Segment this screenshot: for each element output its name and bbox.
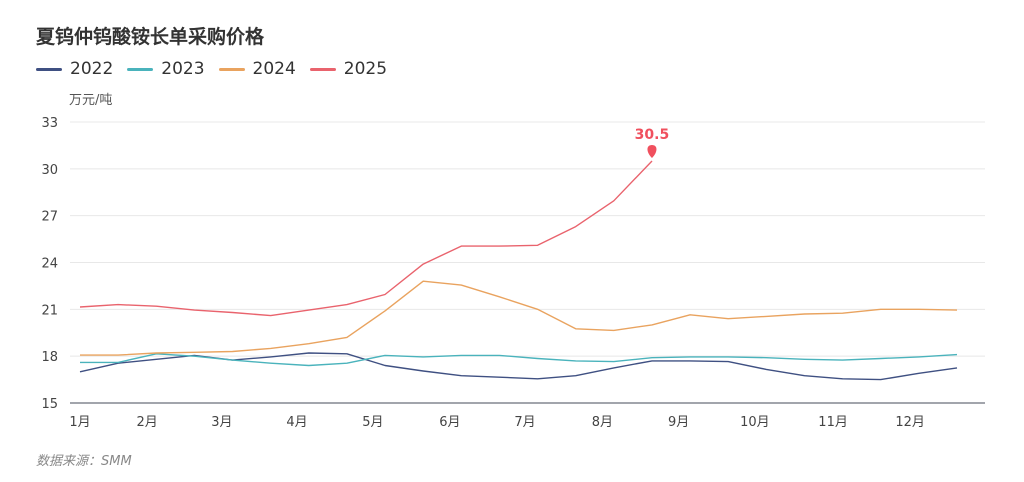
data-source: 数据来源：SMM: [36, 454, 132, 469]
series-line-2025: [79, 160, 653, 317]
legend-item-2023[interactable]: 2023: [127, 59, 205, 79]
x-tick-label: 6月: [439, 415, 460, 430]
y-tick-label: 30: [41, 163, 58, 178]
x-tick-label: 3月: [211, 415, 232, 430]
legend-label: 2022: [70, 59, 114, 79]
x-tick-label: 9月: [668, 415, 689, 430]
chart-title: 夏钨仲钨酸铵长单采购价格: [36, 26, 265, 48]
y-tick-label: 18: [41, 350, 58, 365]
y-tick-label: 24: [41, 257, 58, 272]
series-line-2023: [80, 353, 958, 367]
legend-item-2025[interactable]: 2025: [309, 59, 388, 79]
x-tick-label: 2月: [136, 415, 157, 430]
x-tick-label: 11月: [818, 415, 848, 430]
legend-label: 2024: [252, 59, 296, 79]
x-tick-label: 10月: [740, 415, 770, 430]
legend-item-2022[interactable]: 2022: [36, 59, 113, 79]
pin-marker-icon: [647, 145, 657, 159]
x-tick-label: 4月: [286, 415, 307, 430]
x-tick-label: 5月: [362, 415, 383, 430]
y-tick-label: 15: [41, 397, 58, 412]
y-tick-label: 33: [41, 116, 58, 131]
legend-label: 2025: [343, 59, 388, 79]
legend-swatch: [218, 67, 245, 71]
y-tick-label: 21: [41, 303, 58, 318]
x-tick-label: 12月: [895, 415, 925, 430]
x-tick-label: 8月: [592, 415, 613, 430]
legend-label: 2023: [161, 59, 205, 79]
legend-swatch: [36, 67, 62, 71]
legend-item-2024[interactable]: 2024: [218, 59, 296, 79]
legend: 2022 2023 2024 2025: [36, 59, 387, 79]
x-tick-label: 1月: [69, 415, 90, 430]
series-line-2024: [80, 280, 958, 356]
y-axis-unit: 万元/吨: [69, 93, 113, 108]
data-label: 30.5: [635, 127, 670, 143]
legend-swatch: [127, 67, 154, 71]
x-tick-label: 7月: [514, 415, 535, 430]
legend-swatch: [309, 67, 336, 71]
y-tick-label: 27: [41, 210, 58, 225]
